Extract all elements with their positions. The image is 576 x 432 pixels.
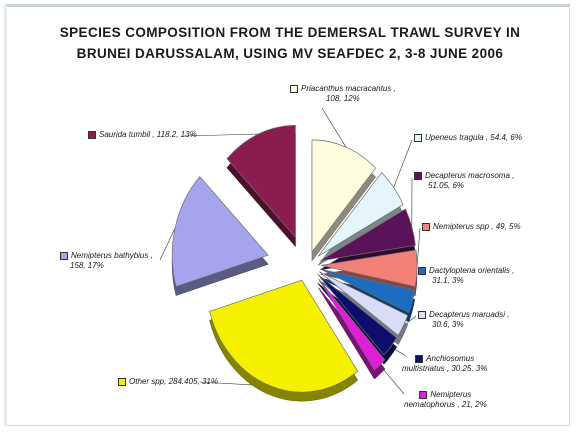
leader-line-saurida-tumbil	[183, 133, 259, 137]
slice-decapterus-maruadsi	[319, 271, 409, 336]
slide-left-rule	[4, 4, 7, 426]
swatch-decapterus-macrosoma	[414, 171, 422, 180]
chart-title-line-1: SPECIES COMPOSITION FROM THE DEMERSAL TR…	[59, 25, 521, 40]
data-label-nemipterus-spp: Nemipterus spp , 49, 5%	[422, 222, 521, 232]
slice-nemipterus-bathybius	[171, 176, 269, 287]
swatch-priacanthus-macracantus	[290, 84, 298, 93]
data-label-nemipterus-bathybius: Nemipterus bathybius , 158, 17%	[60, 251, 153, 271]
swatch-decapterus-maruadsi	[418, 310, 426, 319]
chart-title: SPECIES COMPOSITION FROM THE DEMERSAL TR…	[40, 22, 540, 64]
slice-decapterus-macrosoma	[320, 208, 416, 262]
swatch-nemipterus-spp	[422, 222, 430, 231]
data-label-saurida-tumbil: Saurida tumbil , 118.2, 13%	[88, 130, 197, 140]
swatch-saurida-tumbil	[88, 130, 96, 139]
slice-other-spp	[209, 279, 359, 393]
data-label-dactyloptena-orientalis: Dactyloptena orientalis , 31.1, 3%	[418, 266, 514, 286]
data-label-nemipterus-nematophorus: Nemipterus nematophorus , 21, 2%	[404, 390, 487, 409]
slide-top-rule	[4, 4, 570, 7]
data-label-anchiosomus-multistriatus: Anchiosomus multistriatus , 30.25, 3%	[402, 354, 488, 373]
slice-nemipterus-spp	[320, 249, 418, 288]
data-label-decapterus-maruadsi: Decapterus maruadsi , 30.6, 3%	[418, 310, 509, 330]
leader-line-nemipterus-bathybius	[159, 227, 176, 261]
data-label-upeneus-tragula: Upeneus tragula , 54.4, 6%	[414, 133, 522, 143]
swatch-nemipterus-nematophorus	[419, 390, 428, 399]
data-label-priacanthus-macracantus: Priacanthus macracantus , 108, 12%	[290, 84, 396, 104]
slice-nemipterus-nematophorus	[318, 278, 386, 371]
slice-saurida-tumbil	[226, 124, 296, 239]
slice-anchiosomus-multistriatus	[317, 273, 398, 356]
leader-line-nemipterus-spp	[416, 227, 421, 269]
swatch-dactyloptena-orientalis	[418, 266, 426, 275]
slice-tops	[171, 124, 418, 393]
leader-line-upeneus-tragula	[393, 139, 413, 188]
swatch-nemipterus-bathybius	[60, 251, 68, 260]
swatch-other-spp	[118, 377, 126, 386]
slice-upeneus-tragula	[317, 172, 404, 257]
swatch-upeneus-tragula	[414, 133, 422, 142]
data-label-other-spp: Other spp, 284.405, 31%	[118, 377, 218, 387]
chart-title-line-2: BRUNEI DARUSSALAM, USING MV SEAFDEC 2, 3…	[76, 46, 504, 61]
swatch-anchiosomus-multistriatus	[415, 354, 424, 363]
data-label-decapterus-macrosoma: Decapterus macrosoma , 51.05, 6%	[414, 171, 514, 191]
leader-line-priacanthus-macracantus	[321, 107, 347, 148]
slice-priacanthus-macracantus	[311, 139, 377, 253]
slice-dactyloptena-orientalis	[320, 268, 416, 314]
